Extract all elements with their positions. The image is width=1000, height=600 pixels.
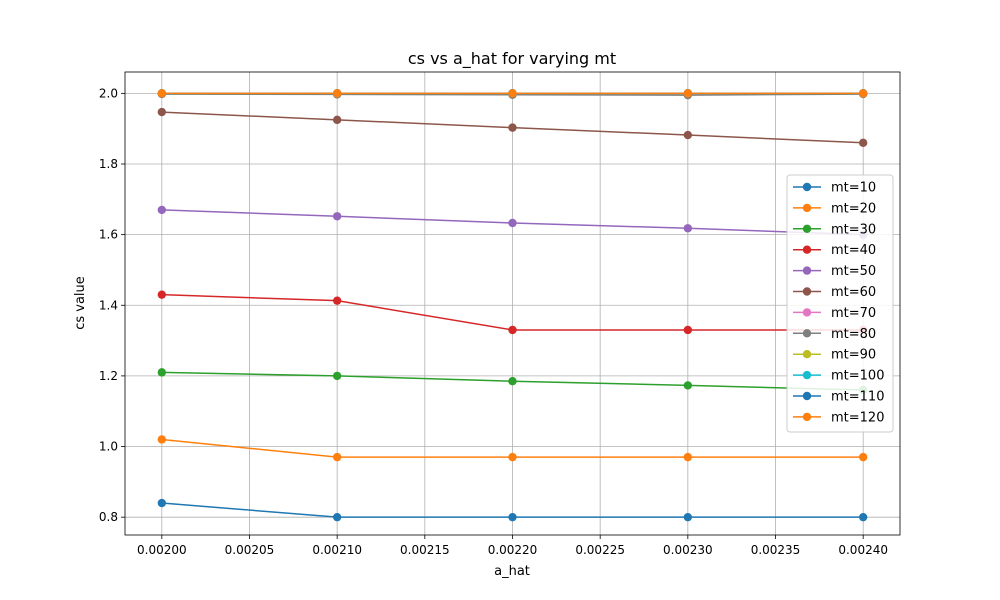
legend-box [786, 174, 894, 433]
series-mt-60 [157, 107, 868, 148]
legend-marker [802, 182, 812, 192]
data-point [508, 123, 517, 132]
legend-item: mt=100 [793, 369, 884, 384]
legend-item: mt=20 [793, 201, 876, 216]
legend-marker [802, 391, 812, 401]
data-point [157, 107, 167, 117]
x-tick-label: 0.00200 [137, 543, 187, 557]
x-tick-label: 0.00220 [488, 543, 538, 557]
x-tick-label: 0.00205 [225, 543, 275, 557]
y-tick-label: 1.8 [99, 157, 118, 171]
y-tick-label: 2.0 [99, 86, 118, 100]
data-point [683, 452, 693, 462]
y-tick-label: 1.4 [99, 298, 118, 312]
legend-item: mt=120 [793, 410, 884, 425]
x-tick-label: 0.00215 [400, 543, 450, 557]
legend-item: mt=60 [793, 285, 876, 300]
legend-item: mt=90 [793, 348, 876, 363]
data-point [508, 89, 517, 98]
legend-label: mt=50 [831, 264, 876, 279]
series-mt-10 [157, 498, 868, 522]
legend: mt=10 mt=20 mt=30 mt=40 mt=50 mt=60 mt=70 mt=80… [786, 174, 894, 433]
legend-label: mt=120 [831, 410, 884, 425]
axis-ticks: 0.00200 0.00205 0.00210 0.00215 0.00220 0.002… [99, 86, 888, 557]
data-point [508, 512, 517, 522]
x-tick-label: 0.00210 [312, 543, 362, 557]
x-tick-label: 0.00235 [751, 543, 801, 557]
legend-item: mt=80 [793, 327, 876, 342]
x-axis-label: a_hat [494, 564, 530, 579]
data-point [332, 89, 342, 98]
y-tick-label: 1.2 [99, 369, 118, 383]
data-point [332, 452, 342, 462]
data-point [332, 212, 342, 221]
data-point [508, 218, 517, 228]
data-point [157, 498, 167, 508]
legend-item: mt=40 [793, 243, 876, 258]
data-point [508, 376, 517, 386]
legend-label: mt=70 [831, 306, 876, 321]
legend-label: mt=100 [831, 369, 884, 384]
legend-label: mt=40 [831, 243, 876, 258]
legend-marker [802, 224, 812, 233]
data-point [332, 512, 342, 522]
data-point [858, 138, 868, 148]
data-point [332, 115, 342, 125]
legend-marker [802, 412, 812, 422]
chart-title: cs vs a_hat for varying mt [408, 49, 616, 69]
legend-marker [802, 350, 812, 359]
data-point [157, 290, 167, 299]
legend-label: mt=20 [831, 201, 876, 216]
y-tick-label: 1.6 [99, 228, 118, 242]
data-point [683, 89, 693, 98]
legend-marker [802, 329, 812, 338]
data-point [683, 130, 693, 140]
data-point [858, 452, 868, 462]
data-point [332, 371, 342, 381]
data-point [157, 435, 167, 444]
legend-label: mt=80 [831, 327, 876, 342]
series-mt-20 [157, 435, 868, 462]
x-tick-label: 0.00240 [838, 543, 888, 557]
legend-label: mt=10 [831, 181, 876, 196]
data-point [858, 89, 868, 98]
y-tick-label: 0.8 [99, 510, 118, 524]
legend-label: mt=30 [831, 222, 876, 237]
legend-marker [802, 308, 812, 317]
legend-item: mt=30 [793, 222, 876, 237]
legend-marker [802, 266, 812, 275]
data-point [508, 325, 517, 335]
legend-label: mt=60 [831, 285, 876, 300]
x-tick-label: 0.00230 [663, 543, 713, 557]
data-point [332, 296, 342, 305]
data-point [157, 89, 167, 98]
data-point [508, 452, 517, 462]
y-tick-label: 1.0 [99, 440, 118, 454]
legend-marker [802, 287, 812, 296]
plot-series [157, 89, 868, 522]
y-axis-label: cs value [73, 276, 88, 330]
data-point [858, 512, 868, 522]
legend-label: mt=110 [831, 390, 884, 405]
x-tick-label: 0.00225 [575, 543, 625, 557]
legend-marker [802, 245, 812, 254]
legend-marker [802, 203, 812, 213]
legend-label: mt=90 [831, 348, 876, 363]
data-point [683, 512, 693, 522]
legend-marker [802, 370, 812, 380]
data-point [157, 368, 167, 377]
legend-item: mt=50 [793, 264, 876, 279]
series-mt-120 [157, 89, 868, 98]
data-point [683, 381, 693, 390]
data-point [157, 205, 167, 215]
data-point [683, 224, 693, 233]
legend-item: mt=70 [793, 306, 876, 321]
legend-item: mt=110 [793, 390, 884, 405]
data-point [683, 325, 693, 335]
legend-item: mt=10 [793, 181, 876, 196]
